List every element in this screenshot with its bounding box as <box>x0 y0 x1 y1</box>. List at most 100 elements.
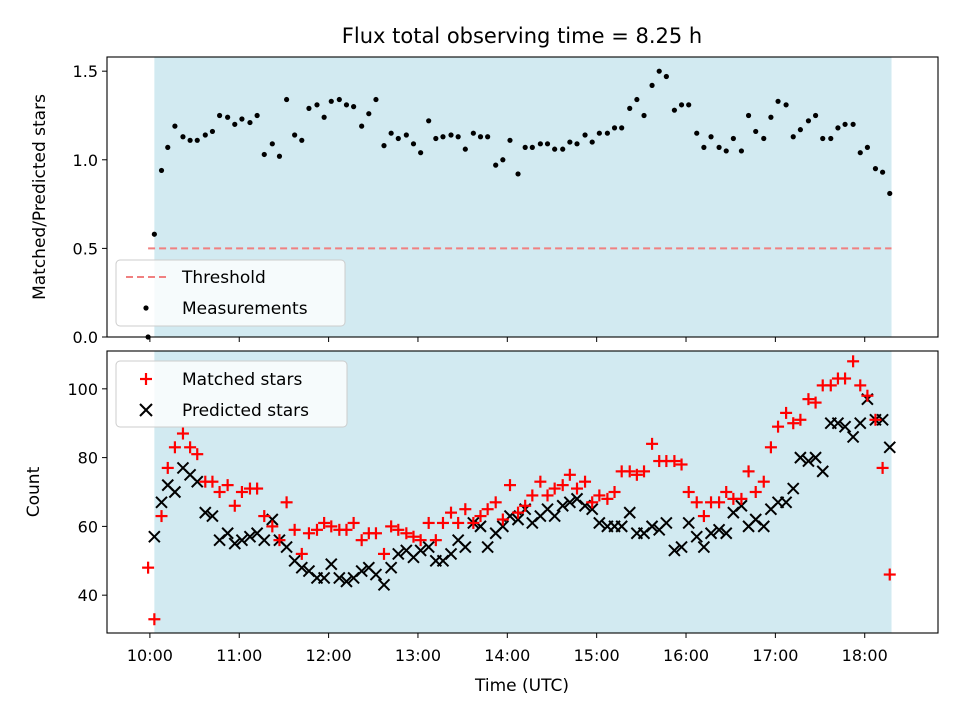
y-tick-label: 1.5 <box>73 62 98 81</box>
measurement-point <box>292 132 298 138</box>
measurements-panel: 0.0 0.5 1.0 1.5 Matched/Predicted stars Thr… <box>30 56 939 347</box>
measurement-point <box>678 102 685 108</box>
predicted-star-point <box>838 420 852 433</box>
matched-star-point <box>258 510 271 523</box>
predicted-star-point <box>697 540 711 554</box>
measurement-point <box>716 144 722 150</box>
measurement-point <box>730 135 736 142</box>
predicted-star-point <box>155 496 168 509</box>
measurement-point <box>656 68 662 74</box>
measurement-point <box>165 144 171 150</box>
predicted-star-point <box>206 509 219 523</box>
measurement-point <box>745 112 752 119</box>
measurement-point <box>448 132 454 138</box>
measurement-point <box>582 132 588 138</box>
measurement-point <box>857 150 863 156</box>
y-axis-ticks: 0.0 0.5 1.0 1.5 <box>73 62 107 347</box>
matched-stars-points <box>142 355 896 626</box>
predicted-star-point <box>794 451 807 464</box>
plot-frame <box>106 56 939 338</box>
legend-threshold-label: Threshold <box>181 268 266 288</box>
y-axis-label: Matched/Predicted stars <box>30 94 50 300</box>
matched-star-point <box>579 475 592 488</box>
matched-star-point <box>489 496 502 509</box>
measurement-point <box>343 102 350 108</box>
matched-star-point <box>541 489 554 502</box>
predicted-star-point <box>704 527 718 540</box>
matched-star-point <box>378 547 390 560</box>
matched-star-point <box>295 547 308 560</box>
matched-star-point <box>273 534 286 547</box>
matched-star-point <box>742 465 755 478</box>
matched-star-point <box>142 561 155 574</box>
predicted-star-point <box>735 499 748 512</box>
x-axis-label: Time (UTC) <box>474 676 569 696</box>
predicted-star-point <box>548 509 561 523</box>
measurement-point <box>574 141 580 147</box>
matched-star-point <box>429 534 442 547</box>
matched-star-point <box>206 475 219 488</box>
predicted-star-point <box>712 523 726 537</box>
matched-star-point <box>638 465 651 478</box>
matched-star-point <box>593 489 606 502</box>
measurement-point <box>395 135 401 142</box>
predicted-star-point <box>355 564 368 578</box>
measurement-point <box>359 123 365 129</box>
legend-matched-label: Matched stars <box>182 370 302 390</box>
matched-star-point <box>623 465 636 478</box>
measurement-point <box>232 121 238 127</box>
matched-star-point <box>161 461 174 474</box>
x-tick-label: 13:00 <box>395 646 441 665</box>
measurement-point <box>247 119 253 126</box>
measurement-point <box>596 130 602 136</box>
matched-star-point <box>780 406 793 419</box>
measurement-point <box>261 151 267 158</box>
matched-star-point <box>526 489 539 502</box>
legend-predicted-swatch <box>139 403 153 417</box>
predicted-star-point <box>422 540 435 554</box>
measurement-point <box>507 137 513 143</box>
measurement-point <box>299 137 305 143</box>
y-tick-label: 100 <box>67 380 98 399</box>
matched-star-point <box>459 503 472 516</box>
predicted-star-point <box>377 578 391 592</box>
measurement-point <box>216 112 223 119</box>
counts-panel: 40 60 80 100 10:00 11:00 12:00 13:00 14:00 15:00… <box>24 350 939 696</box>
matched-star-point <box>794 413 807 426</box>
measurement-point <box>373 96 379 103</box>
measurement-point <box>254 112 260 119</box>
matched-star-point <box>854 379 867 392</box>
matched-star-point <box>445 506 458 519</box>
measurement-point <box>403 132 409 138</box>
measurement-point <box>418 150 424 156</box>
matched-star-point <box>749 486 762 498</box>
matched-star-point <box>369 527 382 540</box>
y-axis-ticks: 40 60 80 100 <box>67 380 107 605</box>
measurement-point <box>604 130 610 136</box>
legend-measurements-label: Measurements <box>182 299 308 319</box>
measurement-point <box>493 162 499 168</box>
measurement-point <box>194 137 200 143</box>
legend-predicted-label: Predicted stars <box>182 401 309 421</box>
predicted-star-point <box>593 516 606 530</box>
measurement-point <box>560 146 566 152</box>
matched-star-point <box>503 479 516 492</box>
matched-star-point <box>824 379 837 392</box>
predicted-star-point <box>444 547 458 561</box>
measurement-point <box>775 98 781 104</box>
measurement-point <box>515 171 521 177</box>
predicted-star-point <box>809 451 822 464</box>
predicted-star-point <box>333 571 346 585</box>
matched-star-point <box>735 492 748 505</box>
matched-star-point <box>847 355 860 368</box>
predicted-star-point <box>384 561 398 574</box>
matched-star-point <box>310 523 323 536</box>
measurement-point <box>619 125 625 131</box>
y-tick-label: 60 <box>78 517 98 536</box>
measurement-point <box>522 144 528 150</box>
legend-box <box>115 259 346 327</box>
matched-star-point <box>869 413 882 426</box>
predicted-star-point <box>585 502 599 516</box>
predicted-star-point <box>563 496 577 509</box>
measurement-point <box>410 141 417 147</box>
